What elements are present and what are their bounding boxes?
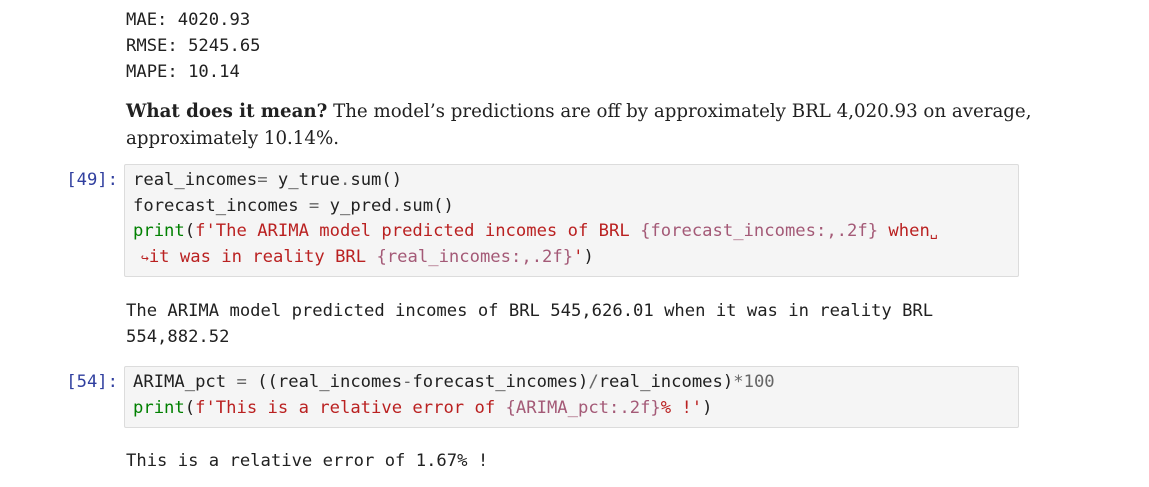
cell-54-prompt: [54]:	[66, 372, 118, 392]
line-wrap-icon: ␣	[929, 225, 938, 240]
code-line: print(f'The ARIMA model predicted income…	[133, 221, 938, 241]
code-line: real_incomes= y_true.sum()	[133, 170, 403, 190]
code-line: ARIMA_pct = ((real_incomes-forecast_inco…	[133, 372, 775, 392]
cell-49-code-editor[interactable]: real_incomes= y_true.sum() forecast_inco…	[124, 164, 1019, 277]
markdown-answer-line2: approximately 10.14%.	[126, 128, 340, 149]
cell-54-code-editor[interactable]: ARIMA_pct = ((real_incomes-forecast_inco…	[124, 366, 1019, 428]
rmse-output: RMSE: 5245.65	[126, 36, 261, 56]
markdown-question: What does it mean?	[126, 101, 328, 122]
cell-49-output-line2: 554,882.52	[126, 327, 230, 347]
mae-output: MAE: 4020.93	[126, 10, 251, 30]
cell-49-prompt: [49]:	[66, 170, 118, 190]
code-line: print(f'This is a relative error of {ARI…	[133, 397, 713, 418]
line-continuation-icon: ↪	[141, 250, 149, 266]
code-line: forecast_incomes = y_pred.sum()	[133, 195, 454, 216]
markdown-explanation: What does it mean? The model’s predictio…	[126, 98, 1116, 152]
markdown-answer-line1: The model’s predictions are off by appro…	[327, 101, 1032, 122]
cell-54-output: This is a relative error of 1.67% !	[126, 451, 489, 471]
code-line: ↪it was in reality BRL {real_incomes:,.2…	[141, 246, 594, 267]
mape-output: MAPE: 10.14	[126, 62, 240, 82]
cell-49-output-line1: The ARIMA model predicted incomes of BRL…	[126, 301, 934, 321]
